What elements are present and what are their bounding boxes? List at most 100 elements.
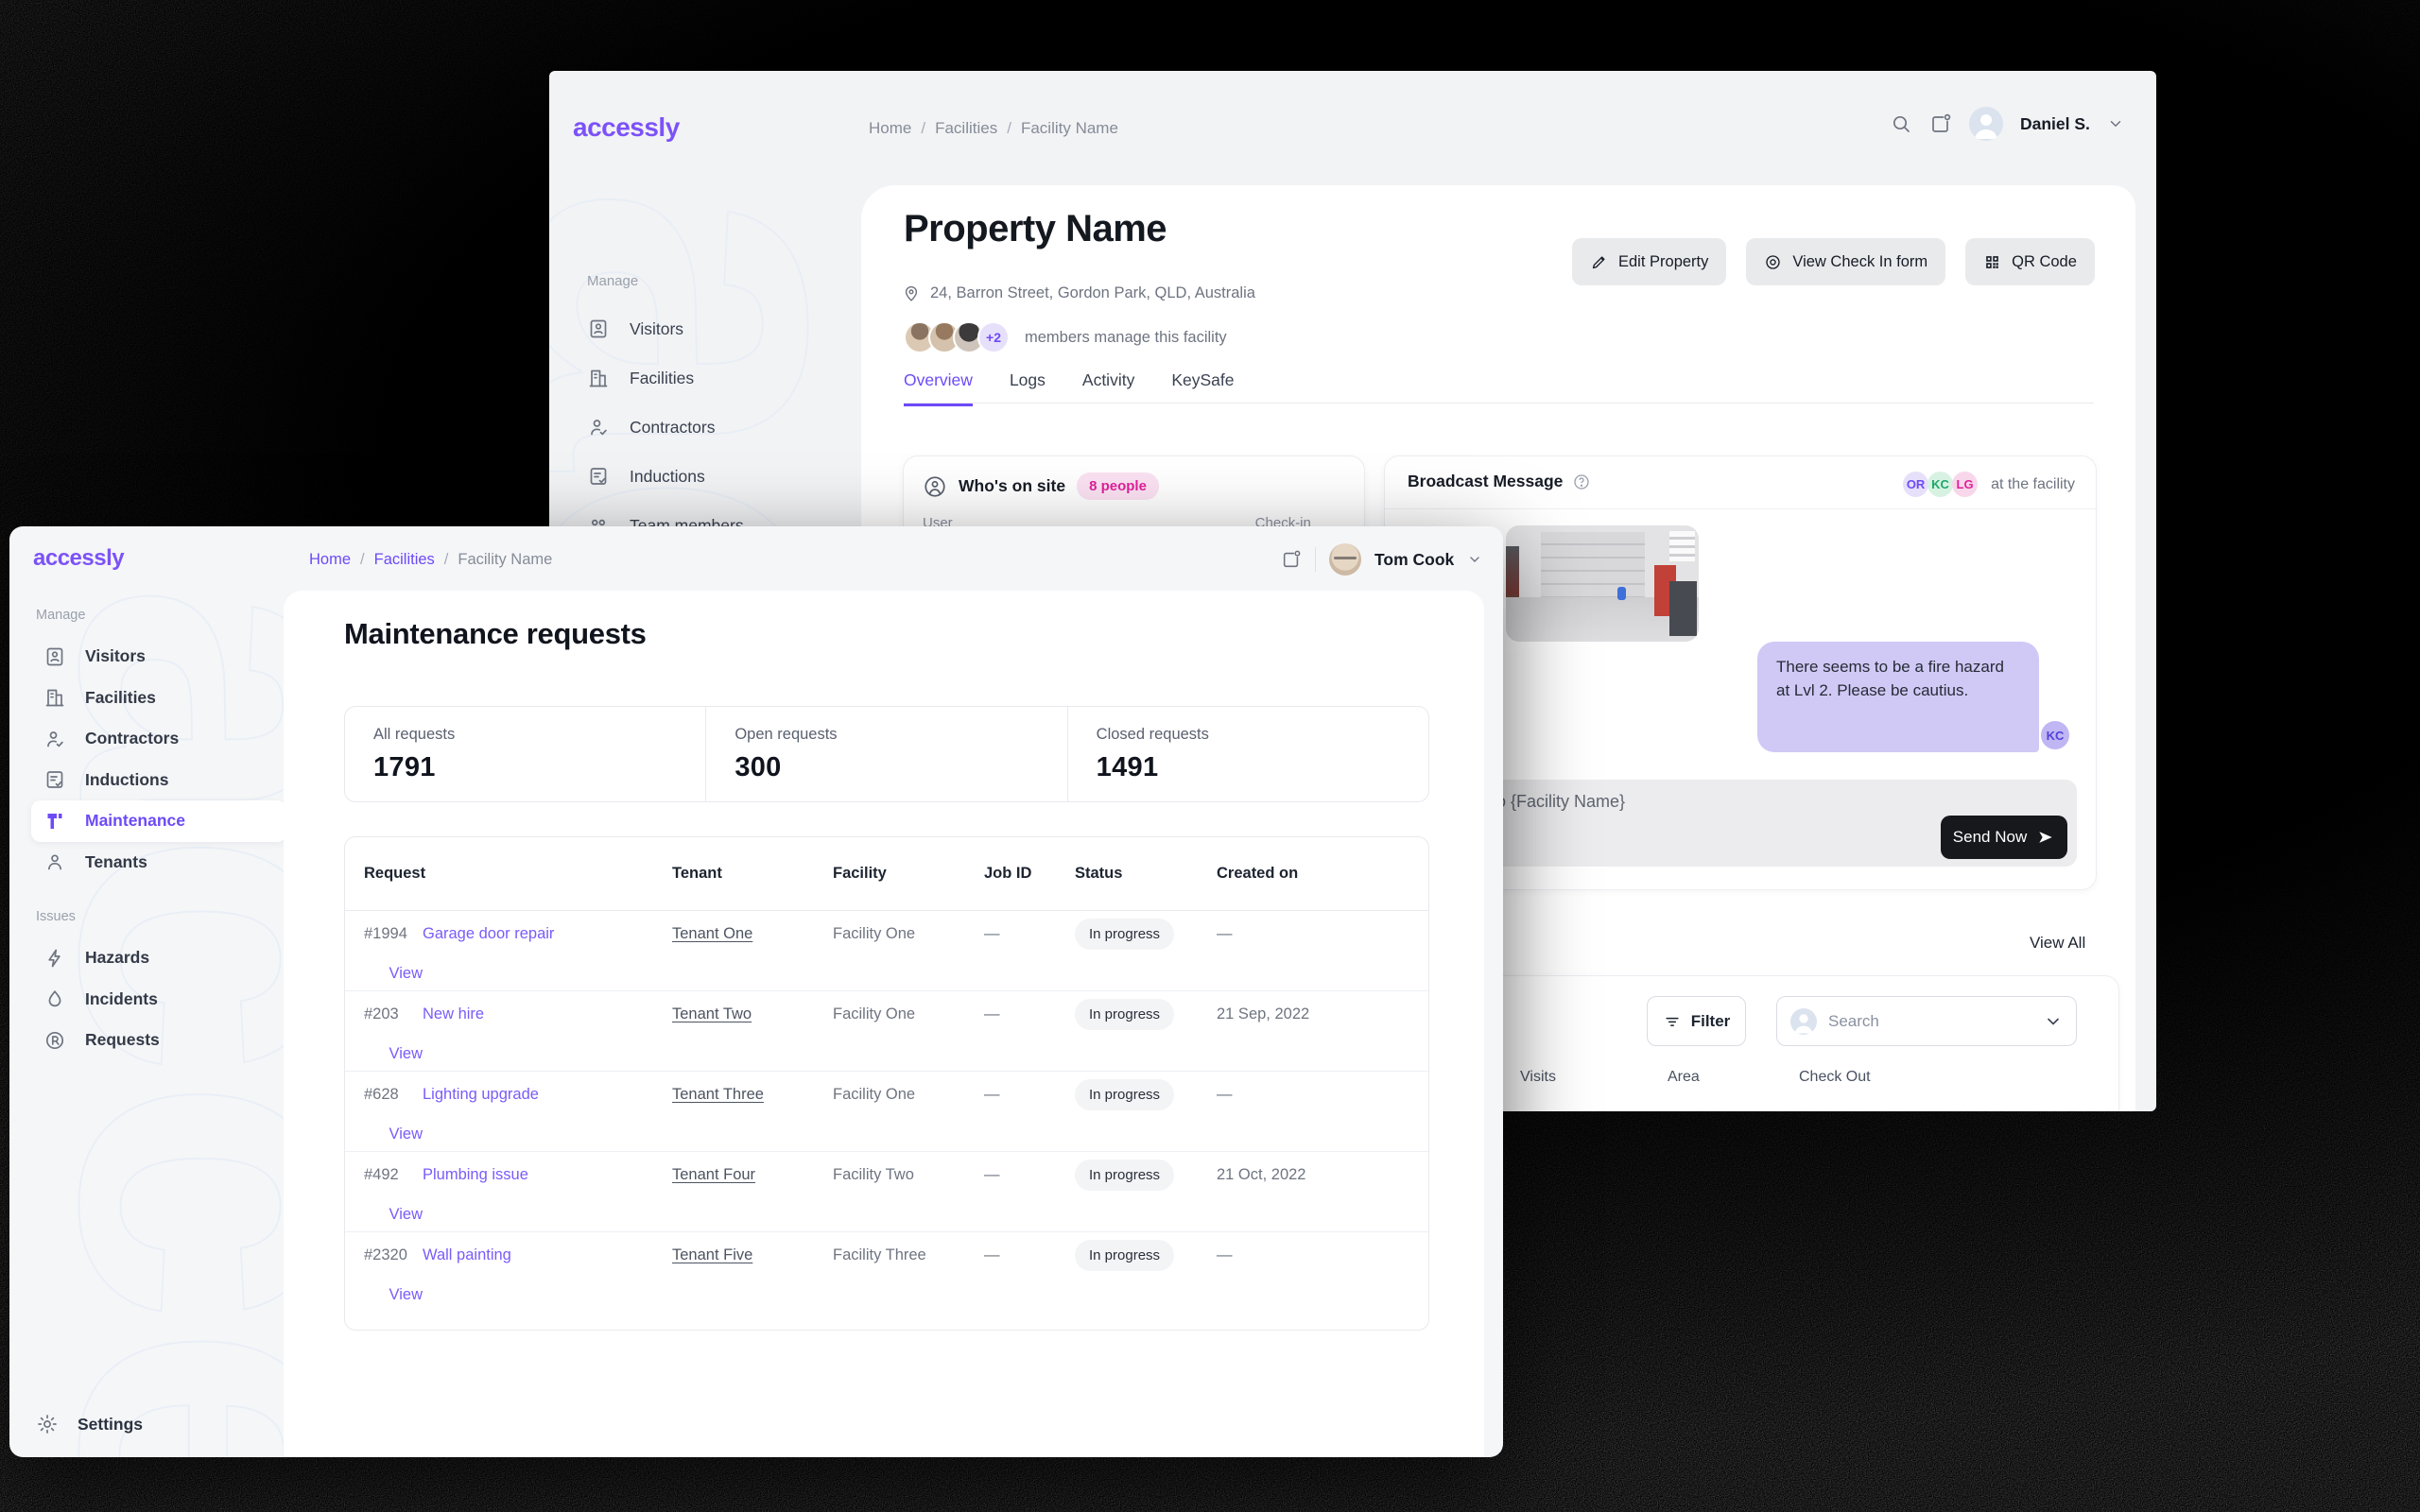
facility-cell: Facility Two — [833, 1166, 914, 1183]
hazards-icon — [43, 947, 66, 970]
sidebar-item-facilities[interactable]: Facilities — [587, 364, 744, 392]
status-badge: In progress — [1075, 1240, 1175, 1271]
tab-overview[interactable]: Overview — [904, 370, 973, 406]
sidebar-nav: Visitors Facilities Contractors Inductions T… — [587, 315, 744, 540]
chevron-down-icon[interactable] — [1467, 552, 1482, 567]
recipient-badge: OR — [1903, 472, 1929, 497]
view-link[interactable]: View — [389, 965, 423, 982]
request-name-link[interactable]: Wall painting — [423, 1246, 511, 1263]
tenant-link[interactable]: Tenant Five — [672, 1246, 753, 1263]
send-now-button[interactable]: Send Now — [1941, 816, 2067, 859]
table-row: #492 Plumbing issue Tenant Four Facility Tw… — [345, 1151, 1428, 1231]
user-name[interactable]: Daniel S. — [2020, 113, 2090, 133]
property-address-row: 24, Barron Street, Gordon Park, QLD, Aus… — [902, 284, 1255, 302]
sidebar-item-tenants[interactable]: Tenants — [34, 842, 283, 884]
user-avatar[interactable] — [1969, 107, 2003, 141]
column-header-tenant[interactable]: Tenant — [672, 865, 722, 882]
tab-logs[interactable]: Logs — [1009, 370, 1046, 389]
user-avatar[interactable] — [1329, 543, 1361, 576]
notifications-icon[interactable] — [1281, 549, 1302, 570]
recipient-badge: KC — [1927, 472, 1954, 497]
broadcast-input[interactable]: o {Facility Name} Send Now — [1406, 780, 2077, 867]
sidebar-item-hazards[interactable]: Hazards — [34, 937, 283, 979]
maintenance-requests-window: accessly accessly Home/Facilities/Facili… — [9, 526, 1503, 1457]
view-check-in-form-button[interactable]: View Check In form — [1746, 238, 1946, 285]
button-label: Edit Property — [1618, 252, 1709, 270]
breadcrumb-item-facility-name[interactable]: Facility Name — [458, 551, 553, 568]
filter-button[interactable]: Filter — [1647, 996, 1746, 1046]
status-badge: In progress — [1075, 919, 1175, 950]
settings-label: Settings — [78, 1414, 144, 1434]
column-header-job-id[interactable]: Job ID — [984, 865, 1032, 882]
sidebar-item-inductions[interactable]: Inductions — [34, 760, 283, 801]
view-link[interactable]: View — [389, 1125, 423, 1143]
view-all-link[interactable]: View All — [2030, 934, 2086, 952]
tab-keysafe[interactable]: KeySafe — [1171, 370, 1235, 389]
request-id-cell: #492 — [364, 1166, 399, 1183]
tenant-link[interactable]: Tenant One — [672, 925, 753, 942]
sidebar-item-maintenance[interactable]: Maintenance — [31, 800, 286, 842]
incidents-icon — [43, 988, 66, 1010]
sidebar-item-label: Contractors — [85, 729, 180, 748]
column-header-created-on[interactable]: Created on — [1217, 865, 1299, 882]
request-id-cell: #203 — [364, 1005, 399, 1022]
sidebar-item-label: Hazards — [85, 948, 150, 968]
sidebar-item-inductions[interactable]: Inductions — [587, 462, 744, 490]
column-header-area[interactable]: Area — [1668, 1069, 1700, 1085]
sidebar-item-settings[interactable]: Settings — [36, 1413, 143, 1435]
sidebar-item-facilities[interactable]: Facilities — [34, 678, 283, 719]
inductions-icon — [587, 465, 610, 488]
sidebar-section-label: Manage — [36, 608, 86, 623]
notifications-icon[interactable] — [1929, 112, 1952, 135]
edit-property-button[interactable]: Edit Property — [1572, 238, 1727, 285]
breadcrumb-item-facilities[interactable]: Facilities — [373, 551, 435, 568]
column-header-request[interactable]: Request — [364, 865, 426, 882]
breadcrumb-item-home[interactable]: Home — [869, 119, 912, 137]
help-icon[interactable] — [1572, 472, 1591, 491]
status-badge: In progress — [1075, 999, 1175, 1030]
column-header-visits[interactable]: Visits — [1520, 1069, 1556, 1085]
job-id-cell: — — [984, 1005, 1000, 1022]
search-placeholder: Search — [1828, 1011, 1879, 1030]
sidebar-item-contractors[interactable]: Contractors — [34, 718, 283, 760]
tenants-icon — [43, 850, 66, 873]
tenant-link[interactable]: Tenant Three — [672, 1086, 764, 1103]
breadcrumb-item-home[interactable]: Home — [309, 551, 352, 568]
search-combobox[interactable]: Search — [1776, 996, 2077, 1046]
tab-activity[interactable]: Activity — [1081, 370, 1135, 389]
sidebar-item-contractors[interactable]: Contractors — [587, 413, 744, 441]
app-logo[interactable]: accessly — [33, 545, 125, 571]
search-icon[interactable] — [1890, 112, 1912, 135]
view-link[interactable]: View — [389, 1286, 423, 1303]
column-header-check-out[interactable]: Check Out — [1799, 1069, 1871, 1085]
members-more-badge[interactable]: +2 — [977, 321, 1010, 353]
sidebar-item-requests[interactable]: Requests — [34, 1020, 283, 1061]
tenant-link[interactable]: Tenant Two — [672, 1005, 752, 1022]
members-row: +2 members manage this facility — [904, 321, 1227, 353]
filter-label: Filter — [1690, 1011, 1731, 1030]
user-name[interactable]: Tom Cook — [1374, 549, 1455, 569]
request-name-link[interactable]: Lighting upgrade — [423, 1086, 539, 1103]
tenant-link[interactable]: Tenant Four — [672, 1166, 756, 1183]
breadcrumb-item-facilities[interactable]: Facilities — [935, 119, 998, 137]
request-name-link[interactable]: Plumbing issue — [423, 1166, 528, 1183]
column-header-status[interactable]: Status — [1075, 865, 1123, 882]
sidebar-section: Issues Hazards Incidents Requests — [31, 909, 283, 1061]
request-name-link[interactable]: New hire — [423, 1005, 485, 1022]
view-link[interactable]: View — [389, 1045, 423, 1062]
view-link[interactable]: View — [389, 1206, 423, 1223]
sidebar-item-label: Tenants — [85, 851, 147, 871]
facility-cell: Facility One — [833, 1005, 916, 1022]
qr-code-button[interactable]: QR Code — [1965, 238, 2095, 285]
sidebar-item-incidents[interactable]: Incidents — [34, 979, 283, 1021]
breadcrumb-item-facility-name[interactable]: Facility Name — [1020, 119, 1118, 137]
column-header-facility[interactable]: Facility — [833, 865, 887, 882]
chevron-down-icon[interactable] — [2107, 115, 2124, 132]
garage-photo[interactable] — [1506, 525, 1699, 642]
app-logo[interactable]: accessly — [573, 112, 680, 142]
person-circle-icon — [923, 474, 947, 499]
chevron-down-icon[interactable] — [2044, 1012, 2063, 1031]
sidebar-item-visitors[interactable]: Visitors — [587, 315, 744, 343]
sidebar-item-visitors[interactable]: Visitors — [34, 636, 283, 678]
request-name-link[interactable]: Garage door repair — [423, 925, 555, 942]
